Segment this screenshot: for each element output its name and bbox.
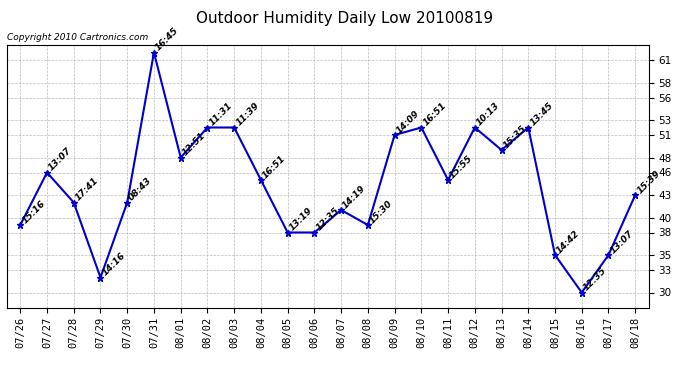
Text: 13:07: 13:07 (47, 146, 74, 172)
Text: 15:16: 15:16 (20, 198, 47, 225)
Text: 14:16: 14:16 (101, 251, 127, 278)
Text: 14:42: 14:42 (555, 228, 582, 255)
Text: 10:13: 10:13 (475, 101, 502, 128)
Text: 16:51: 16:51 (261, 153, 288, 180)
Text: 13:45: 13:45 (529, 101, 555, 128)
Text: 16:51: 16:51 (422, 101, 448, 128)
Text: 13:19: 13:19 (288, 206, 314, 232)
Text: 16:45: 16:45 (154, 26, 181, 53)
Text: 14:09: 14:09 (395, 108, 421, 135)
Text: 11:31: 11:31 (208, 101, 234, 128)
Text: 13:07: 13:07 (609, 228, 635, 255)
Text: 14:19: 14:19 (341, 183, 368, 210)
Text: 12:35: 12:35 (582, 266, 609, 292)
Text: 12:51: 12:51 (181, 131, 207, 158)
Text: 12:35: 12:35 (315, 206, 341, 232)
Text: 11:39: 11:39 (234, 101, 261, 128)
Text: Copyright 2010 Cartronics.com: Copyright 2010 Cartronics.com (7, 33, 148, 42)
Text: 15:39: 15:39 (635, 168, 662, 195)
Text: Outdoor Humidity Daily Low 20100819: Outdoor Humidity Daily Low 20100819 (197, 11, 493, 26)
Text: 15:55: 15:55 (448, 153, 475, 180)
Text: 15:35: 15:35 (502, 123, 528, 150)
Text: 17:41: 17:41 (74, 176, 100, 203)
Text: 08:43: 08:43 (127, 176, 154, 203)
Text: 15:30: 15:30 (368, 198, 395, 225)
